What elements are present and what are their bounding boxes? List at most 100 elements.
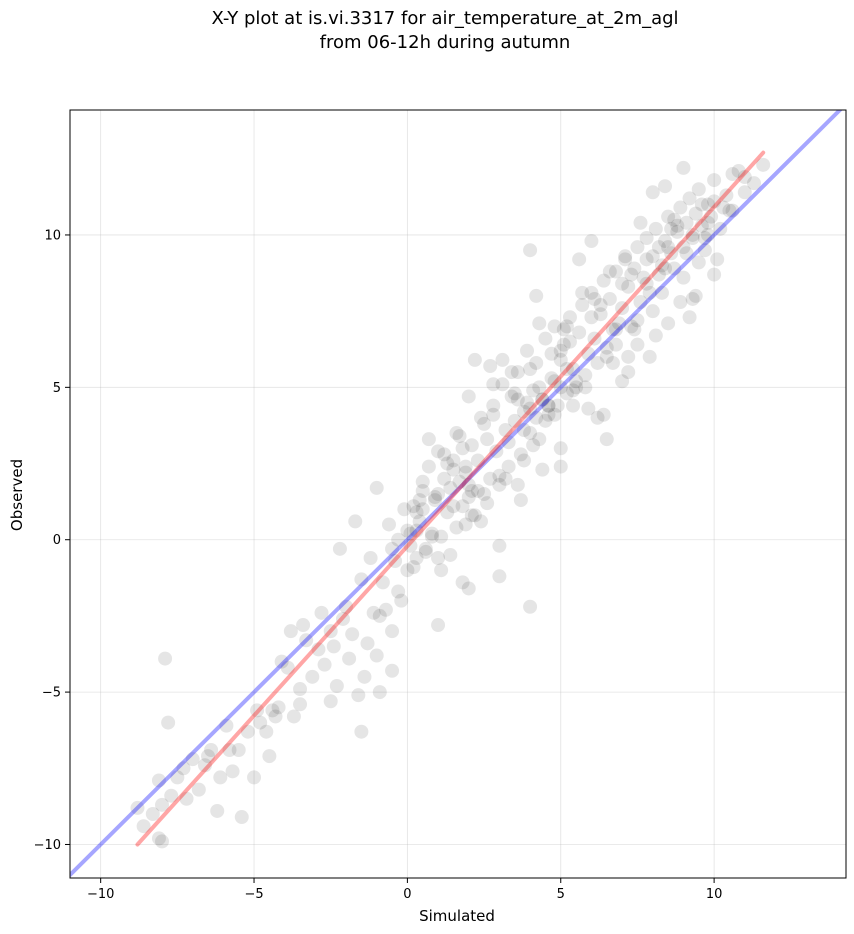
- scatter-point: [661, 240, 676, 255]
- scatter-point: [470, 483, 485, 498]
- x-tick-label: −10: [87, 887, 114, 902]
- reference-lines: [70, 110, 843, 877]
- y-axis-label: Observed: [8, 459, 26, 531]
- scatter-point: [483, 471, 498, 486]
- scatter-point: [179, 791, 194, 806]
- scatter-point: [630, 313, 645, 328]
- scatter-point: [385, 663, 400, 678]
- scatter-point: [415, 483, 430, 498]
- scatter-point: [431, 551, 446, 565]
- scatter-point: [572, 325, 587, 340]
- scatter-point: [489, 444, 504, 459]
- x-tick-label: 5: [557, 887, 565, 902]
- scatter-point: [464, 483, 479, 498]
- scatter-point: [676, 160, 691, 175]
- scatter-point: [596, 273, 611, 288]
- scatter-point: [510, 365, 525, 380]
- scatter-point: [461, 477, 476, 492]
- scatter-point: [498, 471, 513, 486]
- scatter-point: [397, 502, 412, 517]
- scatter-point: [424, 529, 439, 544]
- scatter-point: [639, 252, 654, 267]
- scatter-point: [385, 624, 400, 639]
- x-axis-ticks: −10 −5 0 5 10: [87, 878, 722, 902]
- scatter-point: [204, 743, 219, 757]
- scatter-point: [707, 173, 722, 188]
- scatter-point: [621, 349, 636, 364]
- scatter-point: [201, 749, 216, 764]
- y-axis-ticks: −10 −5 0 5 10: [34, 228, 70, 853]
- scatter-point: [406, 560, 421, 575]
- scatter-point: [566, 398, 581, 413]
- scatter-point: [345, 627, 360, 642]
- scatter-point: [612, 316, 627, 331]
- scatter-point: [391, 584, 406, 599]
- scatter-point: [725, 203, 740, 218]
- scatter-point: [516, 423, 531, 437]
- scatter-point: [234, 810, 249, 825]
- scatter-point: [621, 279, 636, 294]
- scatter-point: [664, 246, 679, 261]
- scatter-point: [584, 234, 599, 249]
- scatter-point: [492, 569, 507, 584]
- scatter-point: [409, 505, 424, 520]
- scatter-point: [409, 523, 424, 538]
- scatter-point: [449, 520, 464, 535]
- scatter-point: [553, 343, 568, 358]
- scatter-point: [375, 575, 390, 590]
- scatter-point: [403, 538, 418, 553]
- scatter-point: [458, 517, 473, 532]
- scatter-point: [667, 261, 682, 276]
- scatter-point: [691, 182, 706, 197]
- x-tick-label: 0: [403, 887, 411, 902]
- scatter-point: [366, 605, 381, 620]
- scatter-point: [412, 493, 427, 508]
- scatter-point: [575, 285, 590, 300]
- scatter-point: [538, 413, 553, 428]
- scatter-point: [415, 474, 430, 489]
- scatter-point: [707, 194, 722, 209]
- scatter-point: [231, 743, 246, 757]
- scatter-point: [495, 377, 510, 392]
- scatter-point: [259, 724, 274, 739]
- scatter-point: [513, 493, 528, 508]
- scatter-points: [130, 157, 771, 849]
- scatter-point: [265, 703, 280, 718]
- scatter-point: [470, 453, 485, 468]
- scatter-point: [547, 407, 562, 422]
- scatter-point: [670, 224, 685, 239]
- scatter-point: [369, 480, 384, 495]
- scatter-point: [480, 432, 495, 447]
- scatter-point: [599, 340, 614, 355]
- scatter-point: [618, 249, 633, 264]
- scatter-point: [332, 541, 347, 556]
- scatter-point: [219, 718, 234, 733]
- scatter-point: [569, 374, 584, 389]
- scatter-point: [608, 322, 623, 337]
- scatter-point: [642, 349, 657, 364]
- scatter-point: [158, 651, 173, 666]
- scatter-point: [608, 337, 623, 352]
- scatter-point: [495, 352, 510, 367]
- scatter-point: [547, 374, 562, 389]
- scatter-point: [731, 163, 746, 178]
- scatter-point: [507, 413, 522, 428]
- scatter-point: [532, 316, 547, 331]
- scatter-point: [225, 764, 240, 779]
- scatter-point: [431, 487, 446, 501]
- scatter-point: [630, 337, 645, 352]
- scatter-point: [587, 331, 602, 346]
- scatter-point: [529, 355, 544, 370]
- scatter-point: [437, 471, 452, 486]
- scatter-point: [474, 514, 489, 529]
- scatter-point: [599, 432, 614, 447]
- scatter-point: [424, 526, 439, 541]
- scatter-point: [523, 599, 538, 614]
- scatter-point: [584, 310, 599, 325]
- scatter-point: [719, 188, 734, 203]
- scatter-point: [151, 831, 166, 846]
- scatter-point: [627, 261, 642, 276]
- scatter-point: [474, 410, 489, 425]
- scatter-point: [391, 532, 406, 547]
- scatter-point: [271, 700, 286, 715]
